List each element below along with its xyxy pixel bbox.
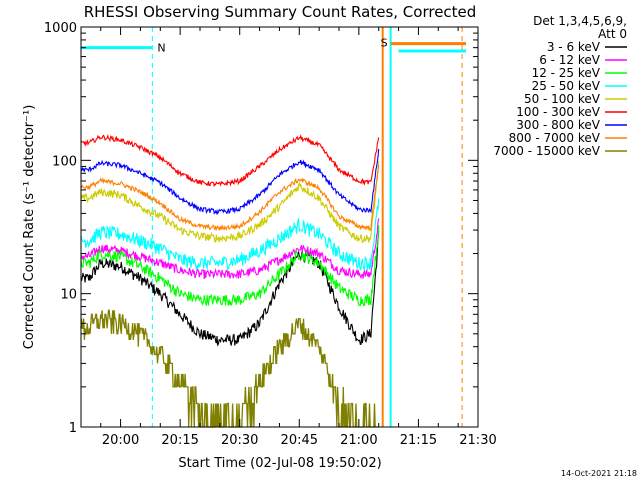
x-tick-label: 20:45 — [281, 433, 318, 448]
flag-label: S — [381, 37, 388, 50]
y-tick-label: 10 — [60, 288, 77, 303]
legend-label: 12 - 25 keV — [532, 66, 601, 80]
x-tick-label: 20:15 — [161, 433, 198, 448]
marker-layer — [151, 27, 463, 427]
x-axis-label: Start Time (02-Jul-08 19:50:02) — [178, 456, 381, 471]
axis-layer: 20:00 20:15 20:30 20:45 21:00 21:15 21:30 1 10 10… — [44, 21, 497, 448]
footer-timestamp: 14-Oct-2021 21:18 — [561, 469, 637, 478]
chart-title: RHESSI Observing Summary Count Rates, Co… — [84, 3, 477, 21]
legend-label: 300 - 800 keV — [516, 118, 600, 132]
y-axis-label: Corrected Count Rate (s⁻¹ detector⁻¹) — [22, 105, 37, 350]
series-line — [80, 218, 380, 280]
x-tick-label: 21:30 — [459, 433, 496, 448]
y-tick-label: 1 — [69, 421, 77, 436]
series-line — [80, 148, 380, 216]
legend-label: 800 - 7000 keV — [509, 131, 601, 145]
legend-label: 50 - 100 keV — [524, 92, 601, 106]
series-line — [80, 161, 380, 244]
legend-label: 6 - 12 keV — [539, 53, 601, 67]
legend-label: 3 - 6 keV — [547, 40, 601, 54]
legend-label: 100 - 300 keV — [516, 105, 600, 119]
x-tick-label: 21:15 — [400, 433, 437, 448]
legend-label: 7000 - 15000 keV — [493, 144, 600, 158]
series-layer — [80, 133, 380, 428]
y-tick-label: 100 — [52, 154, 77, 169]
series-line — [80, 198, 380, 271]
x-tick-label: 20:00 — [102, 433, 139, 448]
y-tick-label: 1000 — [44, 21, 77, 36]
x-tick-label: 20:30 — [221, 433, 258, 448]
legend-title-line-1: Det 1,3,4,5,6,9, — [533, 14, 627, 28]
series-line — [80, 164, 380, 232]
x-tick-label: 21:00 — [340, 433, 377, 448]
series-line — [80, 225, 380, 307]
series-line — [80, 133, 380, 188]
legend-label: 25 - 50 keV — [532, 79, 601, 93]
legend-title-line-2: Att 0 — [598, 27, 627, 41]
series-line — [80, 231, 380, 347]
flag-label: N — [157, 42, 165, 55]
